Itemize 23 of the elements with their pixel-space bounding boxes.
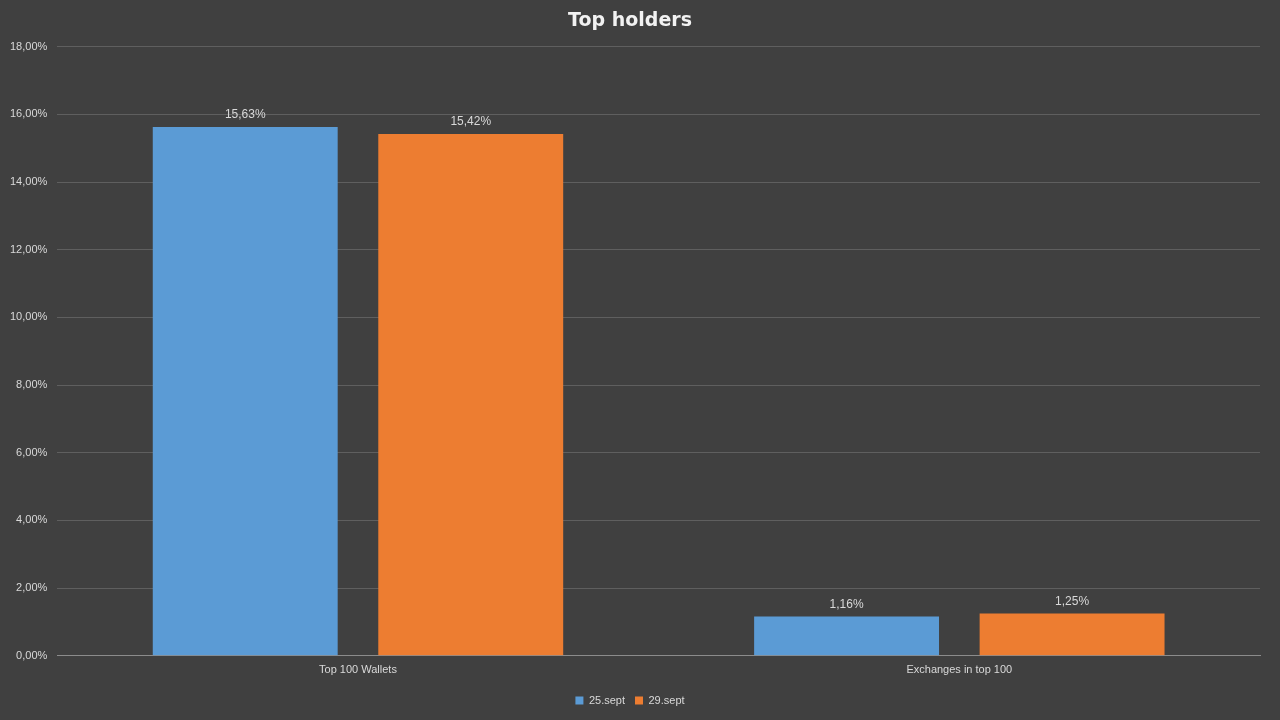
x-tick-label: Top 100 Wallets	[319, 663, 398, 676]
bar	[378, 134, 564, 656]
legend-label: 25.sept	[588, 693, 626, 706]
x-tick-label: Exchanges in top 100	[906, 663, 1013, 676]
y-tick-label: 4,00%	[16, 513, 48, 526]
y-tick-label: 0,00%	[16, 648, 48, 661]
bar	[152, 126, 338, 656]
data-label: 1,25%	[1055, 593, 1090, 608]
y-tick-label: 12,00%	[10, 242, 48, 255]
data-label: 15,42%	[450, 114, 492, 129]
y-tick-label: 2,00%	[16, 581, 48, 594]
chart-title: Top holders	[568, 8, 692, 31]
y-tick-label: 16,00%	[10, 107, 48, 120]
bar	[979, 613, 1165, 656]
y-tick-label: 18,00%	[10, 39, 48, 52]
data-label: 15,63%	[224, 107, 266, 122]
legend-label: 29.sept	[648, 693, 685, 706]
y-tick-label: 8,00%	[16, 378, 48, 391]
y-tick-label: 14,00%	[10, 175, 48, 188]
data-label: 1,16%	[829, 596, 864, 611]
y-tick-label: 10,00%	[10, 310, 48, 323]
y-tick-label: 6,00%	[16, 445, 48, 458]
bar	[754, 616, 940, 656]
